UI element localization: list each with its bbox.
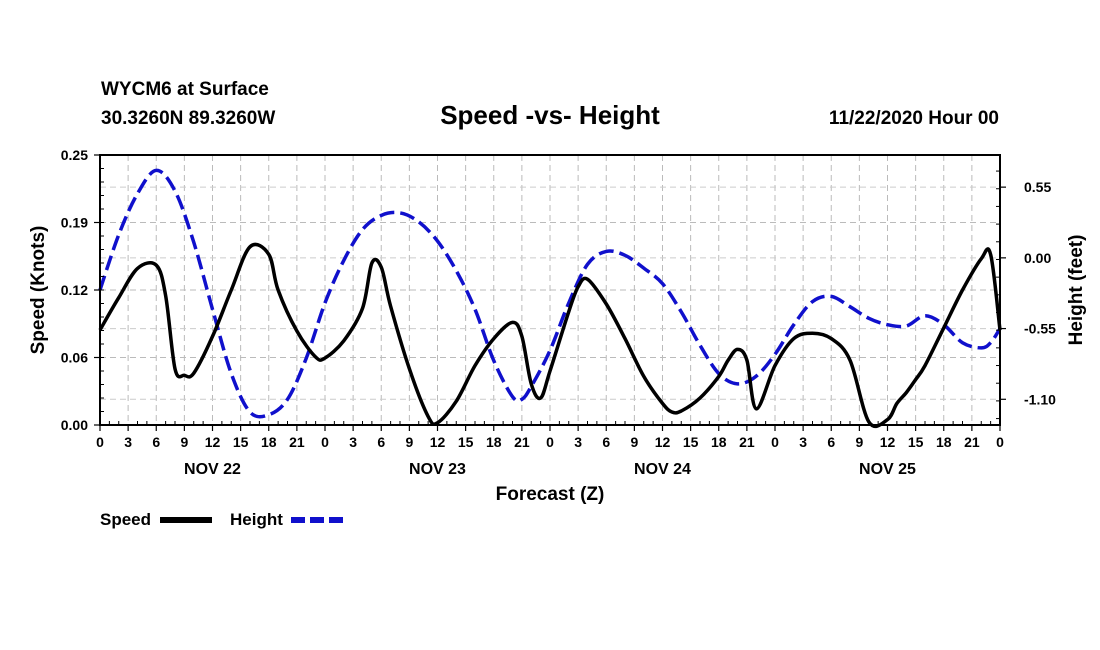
y-left-tick-label: 0.12: [61, 282, 88, 298]
day-label: NOV 23: [409, 461, 466, 478]
day-label: NOV 24: [634, 461, 691, 478]
station-label: WYCM6 at Surface: [101, 79, 269, 100]
x-tick-label: 12: [655, 434, 671, 450]
speed-series-group: [98, 242, 1002, 429]
x-tick-label: 0: [321, 434, 329, 450]
height-series-line: [98, 168, 1002, 419]
y-left-tick-label: 0.25: [61, 147, 88, 163]
x-tick-label: 3: [799, 434, 807, 450]
y-left-axis-title: Speed (Knots): [28, 226, 49, 355]
x-tick-label: 21: [739, 434, 755, 450]
x-tick-label: 12: [880, 434, 896, 450]
height-series-group: [98, 168, 1002, 419]
x-tick-label: 15: [683, 434, 699, 450]
x-tick-label: 9: [405, 434, 413, 450]
legend-speed-label: Speed: [100, 510, 151, 529]
x-tick-label: 0: [546, 434, 554, 450]
x-tick-label: 21: [964, 434, 980, 450]
speed-series-line: [98, 242, 1002, 429]
x-tick-label: 21: [289, 434, 305, 450]
y-right-tick-label: -1.10: [1024, 391, 1056, 407]
y-right-tick-label: -0.55: [1024, 321, 1056, 337]
x-tick-label: 15: [233, 434, 249, 450]
legend-height-label: Height: [230, 510, 283, 529]
y-left-tick-label: 0.00: [61, 417, 88, 433]
y-right-tick-label: 0.55: [1024, 179, 1051, 195]
x-tick-label: 3: [574, 434, 582, 450]
x-tick-label: 0: [96, 434, 104, 450]
date-label: 11/22/2020 Hour 00: [829, 108, 999, 129]
y-left-tick-label: 0.19: [61, 215, 88, 231]
x-tick-label: 18: [936, 434, 952, 450]
x-tick-label: 15: [458, 434, 474, 450]
y-right-axis-title: Height (feet): [1066, 235, 1087, 346]
x-tick-label: 9: [630, 434, 638, 450]
chart-title: Speed -vs- Height: [440, 100, 660, 130]
x-axis-title: Forecast (Z): [496, 484, 605, 505]
x-tick-label: 0: [771, 434, 779, 450]
x-tick-label: 6: [377, 434, 385, 450]
y-left-tick-label: 0.06: [61, 350, 88, 366]
x-tick-label: 18: [486, 434, 502, 450]
x-tick-label: 18: [711, 434, 727, 450]
x-tick-label: 3: [124, 434, 132, 450]
y-right-tick-label: 0.00: [1024, 250, 1051, 266]
grid-lines: [100, 155, 1000, 425]
x-tick-label: 6: [602, 434, 610, 450]
x-tick-label: 9: [180, 434, 188, 450]
day-label: NOV 22: [184, 461, 241, 478]
x-tick-label: 6: [827, 434, 835, 450]
x-tick-label: 21: [514, 434, 530, 450]
x-tick-label: 9: [855, 434, 863, 450]
axes-group: 0 3 6 9 12 15 18 21 0 3 6 9 12 15 18 21 0 3 6 9 12 15 18 21 0 3 6 9…: [61, 147, 1056, 478]
x-tick-label: 18: [261, 434, 277, 450]
legend: Speed Height: [100, 510, 343, 529]
day-label: NOV 25: [859, 461, 916, 478]
x-tick-label: 0: [996, 434, 1004, 450]
x-tick-label: 15: [908, 434, 924, 450]
x-tick-label: 12: [205, 434, 221, 450]
x-tick-label: 12: [430, 434, 446, 450]
coords-label: 30.3260N 89.3260W: [101, 108, 275, 129]
x-tick-label: 3: [349, 434, 357, 450]
x-tick-label: 6: [152, 434, 160, 450]
